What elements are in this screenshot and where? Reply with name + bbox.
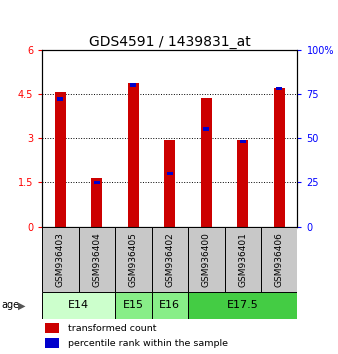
Text: E16: E16: [159, 300, 180, 310]
Text: percentile rank within the sample: percentile rank within the sample: [68, 339, 228, 348]
Bar: [276, 87, 282, 90]
Text: GSM936400: GSM936400: [202, 232, 211, 287]
Bar: [224, 227, 261, 292]
Bar: [203, 127, 209, 131]
Bar: [128, 84, 139, 227]
Text: E14: E14: [68, 300, 89, 310]
Bar: [274, 88, 285, 227]
Title: GDS4591 / 1439831_at: GDS4591 / 1439831_at: [89, 35, 251, 48]
Bar: [42, 227, 79, 292]
Bar: [57, 97, 64, 101]
Text: GSM936401: GSM936401: [238, 232, 247, 287]
Bar: [201, 98, 212, 227]
Text: GSM936405: GSM936405: [129, 232, 138, 287]
Bar: [167, 172, 173, 175]
Bar: [261, 227, 297, 292]
Bar: [45, 338, 59, 348]
Bar: [42, 292, 115, 319]
Bar: [164, 141, 175, 227]
Bar: [115, 292, 152, 319]
Text: transformed count: transformed count: [68, 324, 156, 333]
Text: GSM936406: GSM936406: [275, 232, 284, 287]
Bar: [115, 227, 152, 292]
Bar: [130, 83, 137, 87]
Text: E15: E15: [123, 300, 144, 310]
Bar: [92, 178, 102, 227]
Bar: [188, 292, 297, 319]
Bar: [152, 292, 188, 319]
Bar: [240, 140, 246, 143]
Text: ▶: ▶: [18, 300, 25, 310]
Bar: [237, 139, 248, 227]
Text: GSM936403: GSM936403: [56, 232, 65, 287]
Bar: [188, 227, 224, 292]
Text: E17.5: E17.5: [227, 300, 259, 310]
Bar: [94, 181, 100, 184]
Bar: [152, 227, 188, 292]
Text: GSM936402: GSM936402: [165, 232, 174, 287]
Bar: [55, 92, 66, 227]
Bar: [45, 324, 59, 333]
Text: age: age: [2, 300, 20, 310]
Text: GSM936404: GSM936404: [92, 232, 101, 287]
Bar: [79, 227, 115, 292]
